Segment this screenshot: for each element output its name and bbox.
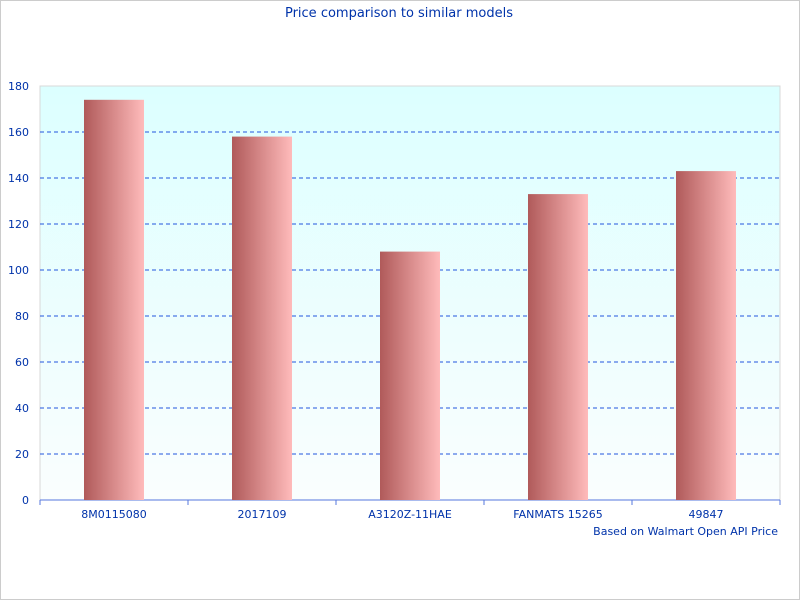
y-tick-label: 100 <box>8 264 29 277</box>
y-tick-label: 140 <box>8 172 29 185</box>
bar-8M0115080 <box>84 99 144 501</box>
bar-FANMATS 15265 <box>528 194 588 500</box>
chart-title: Price comparison to similar models <box>285 6 513 21</box>
y-tick-label: 40 <box>15 402 29 415</box>
y-tick-label: 0 <box>22 494 29 507</box>
y-tick-label: 120 <box>8 218 29 231</box>
x-tick-label: 2017109 <box>238 508 287 521</box>
bar-49847 <box>676 171 736 500</box>
bar-A3120Z-11HAE <box>380 251 440 500</box>
x-tick-label: FANMATS 15265 <box>513 508 602 521</box>
y-tick-label: 180 <box>8 80 29 93</box>
x-tick-label: 8M0115080 <box>81 508 146 521</box>
y-tick-label: 20 <box>15 448 29 461</box>
y-tick-label: 80 <box>15 310 29 323</box>
x-axis-label: Based on Walmart Open API Price <box>593 525 778 538</box>
x-tick-label: A3120Z-11HAE <box>368 508 452 521</box>
bar-2017109 <box>232 136 292 500</box>
y-tick-label: 60 <box>15 356 29 369</box>
x-tick-label: 49847 <box>689 508 724 521</box>
y-tick-label: 160 <box>8 126 29 139</box>
